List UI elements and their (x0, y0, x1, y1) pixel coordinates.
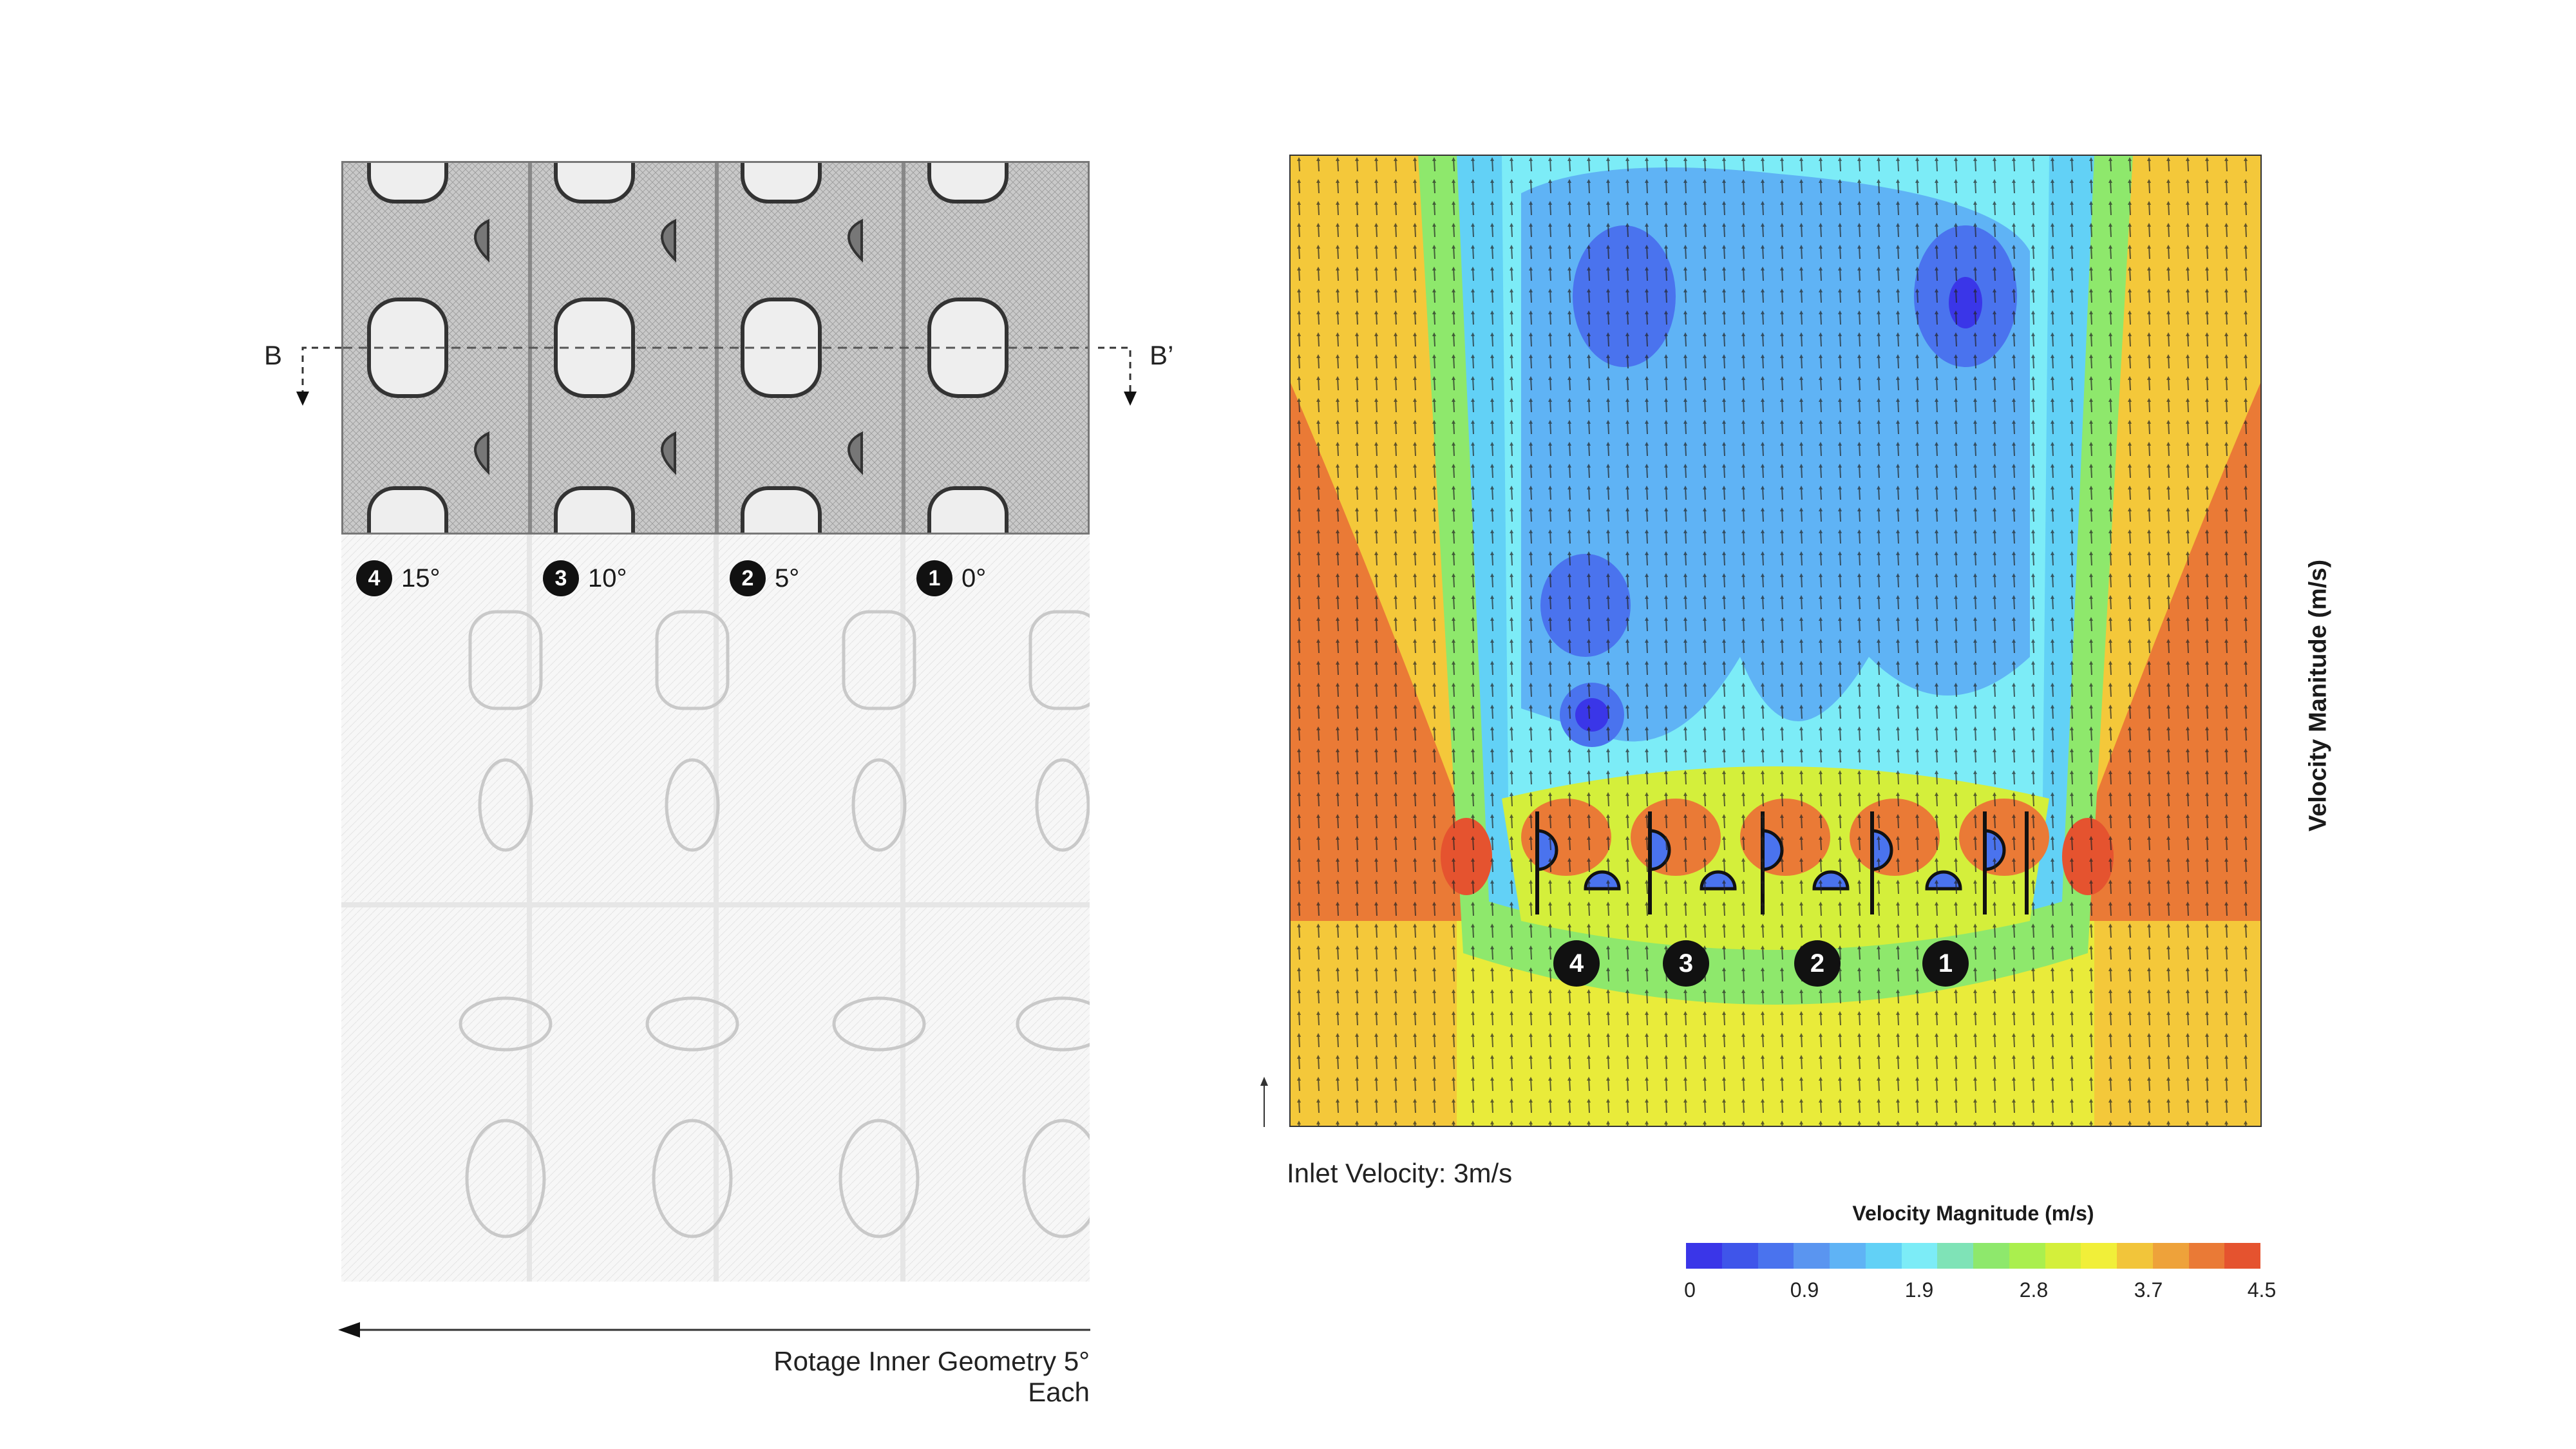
legend-swatch (1865, 1243, 1902, 1269)
legend-swatch (2188, 1243, 2225, 1269)
legend-swatch (2117, 1243, 2153, 1269)
legend-color-bar (1686, 1243, 2260, 1269)
rotation-angle: 15° (401, 564, 440, 592)
rotation-label-1: 1 0° (916, 560, 986, 596)
legend-swatch (2224, 1243, 2260, 1269)
legend-swatch (2081, 1243, 2117, 1269)
section-marker-right: B’ (1150, 340, 1174, 370)
plot-marker-2: 2 (1794, 940, 1841, 987)
legend-swatch (1937, 1243, 1973, 1269)
legend-tick: 3.7 (2134, 1278, 2163, 1302)
legend-tick: 0 (1684, 1278, 1696, 1302)
legend-title: Velocity Magnitude (m/s) (1852, 1202, 2094, 1225)
legend-swatch (2152, 1243, 2189, 1269)
legend-tick: 2.8 (2019, 1278, 2049, 1302)
legend-swatch (1686, 1243, 1722, 1269)
legend-tick: 0.9 (1790, 1278, 1819, 1302)
legend-swatch (1794, 1243, 1830, 1269)
marker-badge: 3 (1663, 940, 1709, 987)
plot-marker-3: 3 (1663, 940, 1709, 987)
rotation-label-3: 3 10° (543, 560, 627, 596)
section-arrow-left (296, 346, 341, 406)
mesh-top-drawing (343, 163, 1088, 533)
marker-badge: 2 (1794, 940, 1841, 987)
rotation-number-badge: 4 (356, 560, 392, 596)
velocity-field-plot (1289, 155, 2262, 1127)
mesh-bottom-drawing (341, 535, 1090, 1282)
legend-swatch (2045, 1243, 2081, 1269)
legend-swatch (1757, 1243, 1794, 1269)
rotation-number-badge: 2 (730, 560, 766, 596)
rotation-direction-arrow (338, 1322, 1090, 1338)
rotation-angle: 0° (961, 564, 987, 592)
legend-swatch (1830, 1243, 1866, 1269)
rotation-number-badge: 1 (916, 560, 952, 596)
section-marker-left: B (264, 340, 283, 370)
rotation-angle: 5° (775, 564, 800, 592)
velocity-contour (1289, 155, 2262, 1127)
legend-tick: 4.5 (2247, 1278, 2277, 1302)
marker-badge: 1 (1922, 940, 1969, 987)
plot-marker-4: 4 (1553, 940, 1600, 987)
legend-swatch (1973, 1243, 2009, 1269)
legend-swatch (1901, 1243, 1938, 1269)
marker-badge: 4 (1553, 940, 1600, 987)
legend-swatch (1721, 1243, 1758, 1269)
inlet-velocity-label: Inlet Velocity: 3m/s (1287, 1158, 1513, 1188)
inlet-arrow-icon (1260, 1077, 1268, 1127)
plot-marker-1: 1 (1922, 940, 1969, 987)
rotation-caption: Rotage Inner Geometry 5° Each (773, 1346, 1090, 1407)
rotation-label-2: 2 5° (730, 560, 799, 596)
panel-mesh-bottom (341, 535, 1090, 1282)
rotation-number-badge: 3 (543, 560, 579, 596)
legend-swatch (2009, 1243, 2045, 1269)
section-arrow-right (1098, 346, 1137, 406)
side-axis-label: Velocity Manitude (m/s) (2304, 559, 2332, 832)
legend-tick: 1.9 (1904, 1278, 1934, 1302)
panel-mesh-top (341, 161, 1090, 535)
rotation-angle: 10° (588, 564, 627, 592)
rotation-label-4: 4 15° (356, 560, 440, 596)
